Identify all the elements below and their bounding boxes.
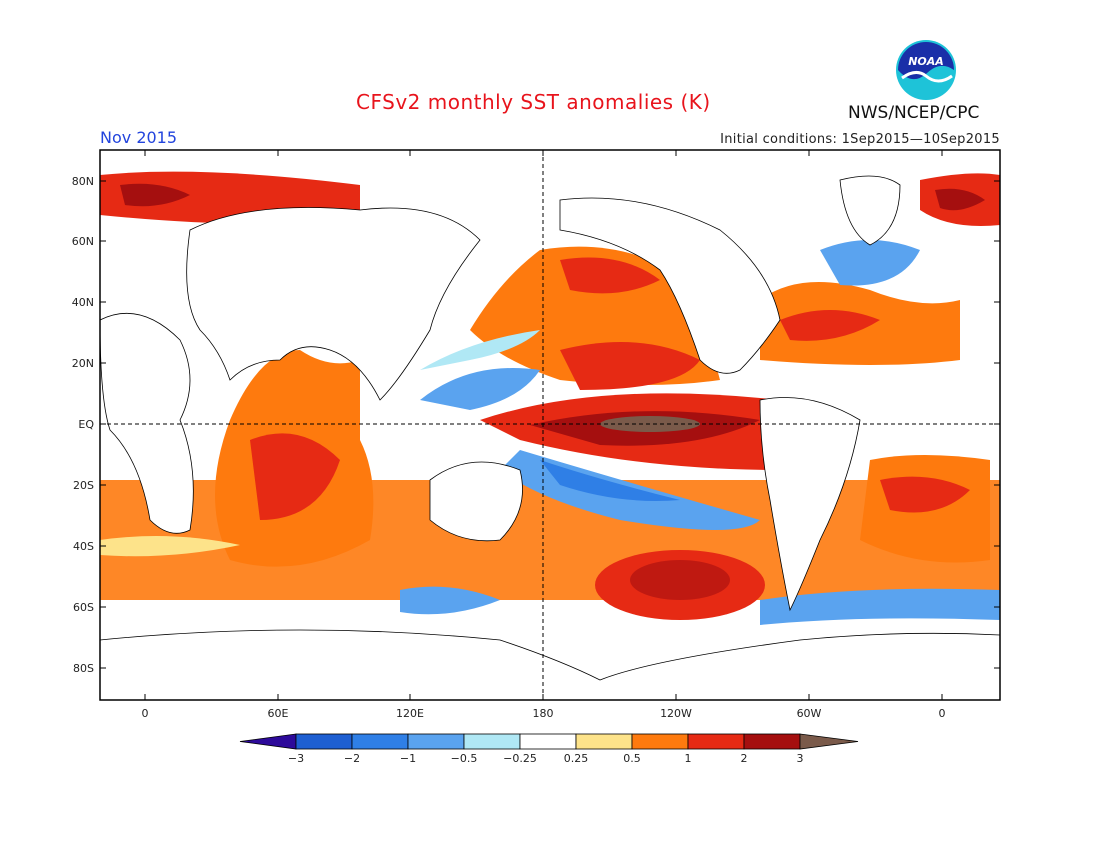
colorbar-segment xyxy=(295,733,353,750)
lon-label: 120W xyxy=(660,707,692,720)
map-frame xyxy=(99,149,1001,701)
colorbar-label: −3 xyxy=(288,752,304,765)
lon-label: 0 xyxy=(939,707,946,720)
initial-conditions: Initial conditions: 1Sep2015—10Sep2015 xyxy=(720,132,1000,147)
noaa-logo-icon: NOAA xyxy=(896,40,956,100)
colorbar-label: −1 xyxy=(400,752,416,765)
longitude-axis: 0 60E 120E 180 120W 60W 0 xyxy=(142,150,946,720)
colorbar-segment xyxy=(631,733,689,750)
lat-label: 40S xyxy=(73,540,94,553)
lon-label: 60E xyxy=(268,707,289,720)
chart-title: CFSv2 monthly SST anomalies (K) xyxy=(356,90,711,114)
lon-label: 0 xyxy=(142,707,149,720)
latitude-axis: 80N 60N 40N 20N EQ 20S 40S 60S 80S xyxy=(72,175,1000,675)
lon-label: 60W xyxy=(797,707,822,720)
lat-label: EQ xyxy=(78,418,94,431)
forecast-month: Nov 2015 xyxy=(100,128,178,147)
lat-label: 60S xyxy=(73,601,94,614)
colorbar-label: 3 xyxy=(797,752,804,765)
colorbar-label: 0.25 xyxy=(564,752,589,765)
anomaly-field xyxy=(100,171,1000,700)
colorbar-segment xyxy=(239,733,297,750)
colorbar-label: −0.25 xyxy=(503,752,537,765)
lat-label: 80N xyxy=(72,175,94,188)
lon-label: 120E xyxy=(396,707,424,720)
lat-label: 80S xyxy=(73,662,94,675)
colorbar-segment xyxy=(407,733,465,750)
colorbar-segment xyxy=(351,733,409,750)
colorbar-segment xyxy=(743,733,801,750)
lat-label: 60N xyxy=(72,235,94,248)
colorbar-label: 1 xyxy=(685,752,692,765)
logo-text: NOAA xyxy=(908,55,944,68)
colorbar-segment xyxy=(687,733,745,750)
colorbar-segment xyxy=(519,733,577,750)
colorbar-segment xyxy=(799,733,859,750)
agency-label: NWS/NCEP/CPC xyxy=(848,103,980,123)
colorbar-label: 0.5 xyxy=(623,752,641,765)
lat-label: 40N xyxy=(72,296,94,309)
lat-label: 20S xyxy=(73,479,94,492)
colorbar-label: 2 xyxy=(741,752,748,765)
colorbar-label: −2 xyxy=(344,752,360,765)
lon-label: 180 xyxy=(533,707,554,720)
colorbar-label: −0.5 xyxy=(451,752,478,765)
colorbar: −3 −2 −1 −0.5 −0.25 0.25 0.5 1 2 3 xyxy=(239,733,859,765)
lat-label: 20N xyxy=(72,357,94,370)
colorbar-segment xyxy=(575,733,633,750)
colorbar-segment xyxy=(463,733,521,750)
